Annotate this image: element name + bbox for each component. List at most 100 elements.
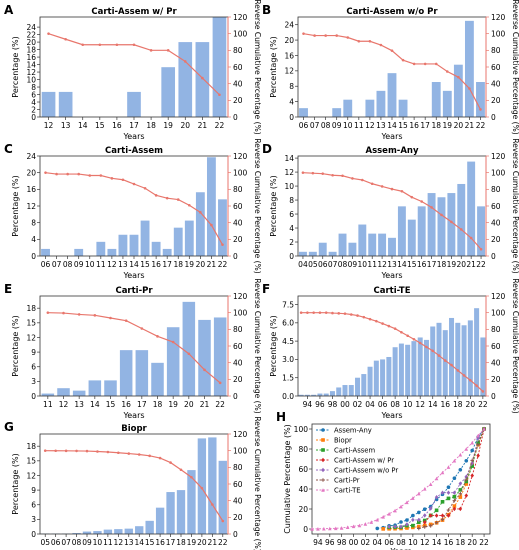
cumulative-line — [47, 312, 221, 384]
panel-letter: F — [262, 282, 270, 296]
bar — [477, 206, 486, 256]
x-tick-label: 11 — [354, 121, 364, 130]
series-point — [470, 440, 474, 445]
cumulative-point — [311, 171, 315, 175]
y-tick-label: 9 — [31, 486, 36, 495]
bar — [82, 531, 92, 534]
x-tick-label: 17 — [137, 400, 147, 409]
panel-letter: E — [4, 282, 12, 296]
x-tick-label: 22 — [476, 121, 486, 130]
series-point — [375, 517, 380, 522]
bar — [178, 42, 193, 118]
x-tick-label: 12 — [420, 538, 430, 547]
x-tick-label: 08 — [396, 538, 406, 547]
chart-title: Carti-Assem w/ Pr — [91, 7, 177, 17]
x-tick-label: 12 — [59, 400, 69, 409]
series-point — [321, 467, 325, 473]
x-tick-label: 15 — [106, 400, 116, 409]
bar — [41, 91, 56, 117]
x-tick-label: 05 — [40, 538, 50, 547]
x-tick-label: 22 — [215, 400, 225, 409]
x-tick-label: 18 — [431, 121, 441, 130]
cumulative-point — [165, 196, 169, 200]
bar — [57, 388, 70, 396]
series-point — [417, 524, 421, 529]
series-point — [321, 478, 325, 482]
panel-letter: C — [4, 142, 13, 156]
bar — [135, 526, 144, 534]
series-point — [434, 520, 439, 525]
cumulative-point — [110, 177, 114, 180]
cumulative-point — [99, 174, 103, 177]
y2-tick-label: 80 — [491, 325, 501, 334]
y-tick-label: 3 — [31, 377, 36, 386]
bar — [380, 359, 386, 396]
y-tick-label: 18 — [26, 442, 36, 451]
x-tick-label: 15 — [95, 121, 105, 130]
bar — [166, 492, 175, 534]
cumulative-point — [190, 475, 193, 479]
y-tick-label: 20 — [26, 168, 36, 177]
y2-axis-label: Reverse Cumulative Percentage (%) — [253, 0, 262, 135]
bar — [208, 437, 217, 534]
cumulative-point — [412, 337, 416, 341]
bar — [206, 157, 216, 256]
y-tick-label: 15 — [26, 457, 36, 466]
y2-tick-label: 120 — [233, 13, 248, 22]
y-tick-label: 20 — [26, 38, 36, 47]
y-axis-label: Cumulative Percentage (%) — [283, 424, 292, 534]
x-tick-label: 10 — [403, 400, 413, 409]
x-tick-label: 20 — [197, 538, 207, 547]
chart-title: Biopr — [121, 424, 147, 434]
cumulative-point — [47, 32, 50, 35]
series-point — [470, 458, 474, 463]
cumulative-point — [148, 454, 151, 458]
cumulative-point — [321, 172, 325, 175]
cumulative-point — [121, 178, 125, 182]
bar — [348, 385, 354, 396]
y2-tick-label: 100 — [233, 29, 248, 38]
cumulative-point — [132, 43, 136, 47]
x-tick-label: 14 — [387, 121, 397, 130]
y2-tick-label: 80 — [233, 46, 243, 55]
x-tick-label: 07 — [61, 538, 71, 547]
x-tick-label: 11 — [367, 260, 377, 269]
cumulative-point — [200, 486, 204, 490]
y2-tick-label: 80 — [233, 325, 243, 334]
cumulative-point — [132, 182, 136, 186]
cumulative-point — [331, 311, 334, 315]
series-point — [434, 495, 439, 500]
bar — [343, 99, 353, 117]
bar — [162, 248, 172, 256]
bar — [161, 67, 176, 117]
y-tick-label: 15 — [26, 319, 36, 328]
y-tick-label: 2 — [31, 105, 36, 114]
x-tick-label: 94 — [303, 400, 313, 409]
bar — [464, 20, 474, 117]
cumulative-point — [400, 330, 403, 334]
cumulative-point — [221, 519, 225, 523]
x-tick-label: 10 — [85, 260, 95, 269]
bar — [41, 248, 50, 256]
cumulative-point — [357, 39, 361, 43]
panel-a: A Carti-Assem w/ Pr0246810121416182022240… — [4, 0, 262, 141]
y2-tick-label: 40 — [233, 496, 243, 505]
cumulative-point — [459, 228, 463, 231]
bar — [103, 529, 113, 534]
series-point — [458, 452, 463, 457]
bar — [323, 393, 329, 396]
x-tick-label: 98 — [337, 538, 347, 547]
x-tick-label: 18 — [453, 400, 463, 409]
x-tick-label: 17 — [129, 121, 139, 130]
cumulative-point — [401, 58, 405, 62]
bar — [430, 326, 436, 396]
cumulative-point — [341, 174, 344, 178]
series-point — [470, 461, 474, 466]
bar — [423, 339, 429, 396]
series-point — [434, 476, 439, 481]
cumulative-point — [445, 70, 449, 73]
cumulative-point — [381, 322, 384, 325]
cumulative-point — [343, 312, 347, 315]
series-point — [363, 522, 368, 526]
bar — [299, 108, 308, 117]
